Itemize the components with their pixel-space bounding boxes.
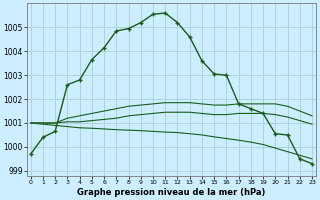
- X-axis label: Graphe pression niveau de la mer (hPa): Graphe pression niveau de la mer (hPa): [77, 188, 266, 197]
